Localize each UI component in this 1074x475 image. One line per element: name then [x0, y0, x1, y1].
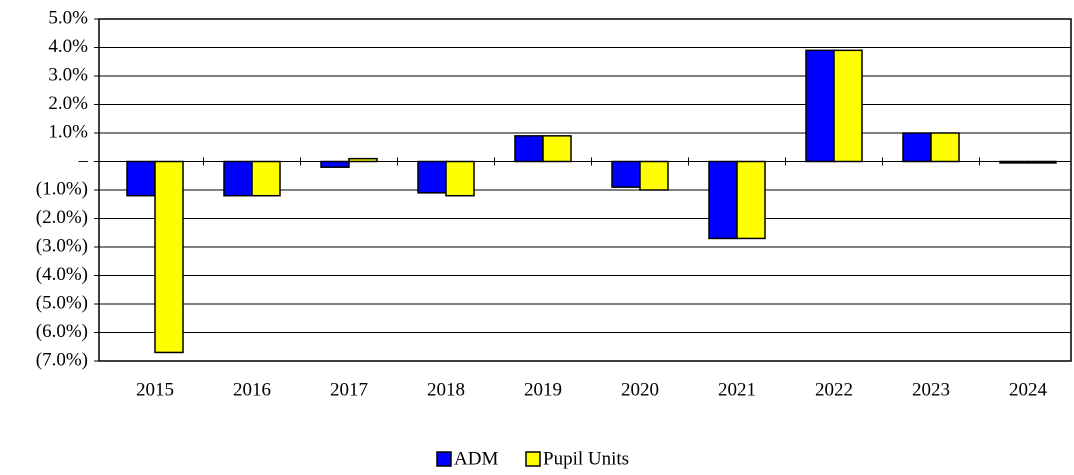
bar [348, 157, 378, 163]
bar [542, 135, 572, 163]
x-tick-label: 2024 [1009, 379, 1048, 400]
y-tick-label: 1.0% [48, 121, 88, 142]
bar [514, 135, 544, 163]
x-tick-label: 2018 [427, 379, 465, 400]
bar [126, 160, 156, 197]
bar [999, 160, 1029, 164]
bar [902, 132, 932, 163]
y-tick-label: (2.0%) [36, 207, 88, 228]
bar [320, 160, 350, 168]
bar [251, 160, 281, 197]
bar [805, 49, 835, 163]
bar [154, 160, 184, 354]
bar [417, 160, 447, 194]
y-tick-label: 4.0% [48, 36, 88, 57]
bar [930, 132, 960, 163]
x-tick-label: 2020 [621, 379, 659, 400]
bar [445, 160, 475, 197]
y-tick-label: (7.0%) [36, 349, 88, 370]
y-tick-label: 5.0% [48, 7, 88, 28]
y-tick-label: (3.0%) [36, 235, 88, 256]
legend-swatch [436, 451, 452, 467]
bar [708, 160, 738, 240]
y-tick-label: – [78, 150, 89, 171]
x-tick-label: 2021 [718, 379, 756, 400]
bar [833, 49, 863, 163]
x-tick-label: 2019 [524, 379, 562, 400]
legend-label: ADM [454, 448, 498, 469]
y-tick-label: (4.0%) [36, 264, 88, 285]
x-tick-label: 2016 [233, 379, 271, 400]
bar [611, 160, 641, 188]
bar [736, 160, 766, 240]
x-tick-label: 2015 [136, 379, 174, 400]
bar [639, 160, 669, 191]
legend-label: Pupil Units [543, 448, 629, 469]
bar [1027, 160, 1057, 164]
y-tick-label: (5.0%) [36, 292, 88, 313]
y-tick-label: (1.0%) [36, 178, 88, 199]
bar [223, 160, 253, 197]
y-tick-label: 3.0% [48, 64, 88, 85]
y-tick-label: (6.0%) [36, 321, 88, 342]
x-tick-label: 2023 [912, 379, 950, 400]
x-tick-label: 2022 [815, 379, 853, 400]
x-tick-label: 2017 [330, 379, 368, 400]
y-tick-label: 2.0% [48, 93, 88, 114]
legend-swatch [525, 451, 541, 467]
